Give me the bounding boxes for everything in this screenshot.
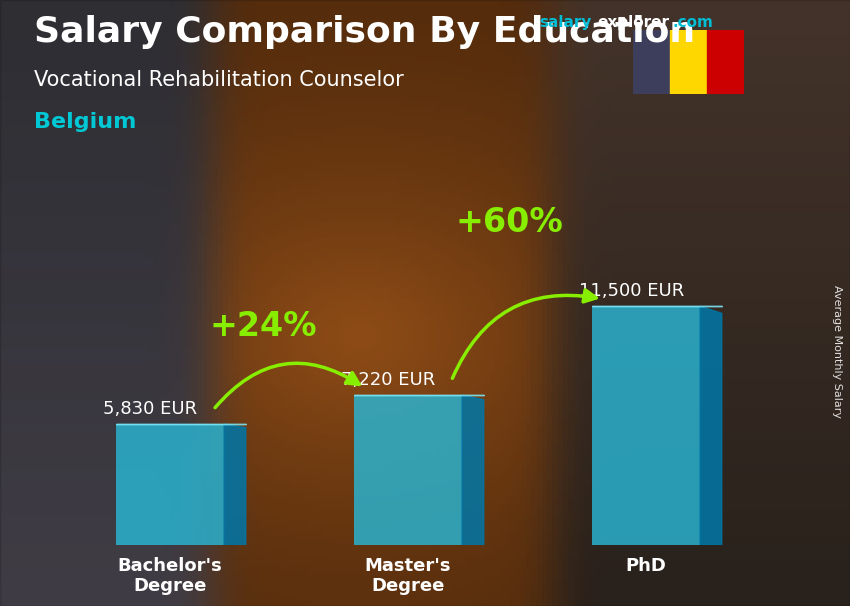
Bar [670, 30, 707, 94]
Bar [707, 30, 744, 94]
Text: .com: .com [672, 15, 713, 30]
Text: Average Monthly Salary: Average Monthly Salary [832, 285, 842, 418]
Polygon shape [462, 395, 484, 545]
Polygon shape [700, 306, 722, 545]
Bar [633, 30, 670, 94]
Text: Salary Comparison By Education: Salary Comparison By Education [34, 15, 695, 49]
Text: +24%: +24% [209, 310, 317, 342]
Bar [354, 395, 462, 545]
Text: 5,830 EUR: 5,830 EUR [103, 400, 197, 418]
Polygon shape [224, 424, 246, 545]
Text: 11,500 EUR: 11,500 EUR [579, 282, 684, 300]
Text: salary: salary [540, 15, 592, 30]
Text: Vocational Rehabilitation Counselor: Vocational Rehabilitation Counselor [34, 70, 404, 90]
Text: explorer: explorer [598, 15, 670, 30]
Text: Belgium: Belgium [34, 112, 136, 132]
Bar [116, 424, 224, 545]
Text: 7,220 EUR: 7,220 EUR [341, 371, 435, 389]
Bar [592, 306, 700, 545]
Text: +60%: +60% [456, 206, 564, 239]
